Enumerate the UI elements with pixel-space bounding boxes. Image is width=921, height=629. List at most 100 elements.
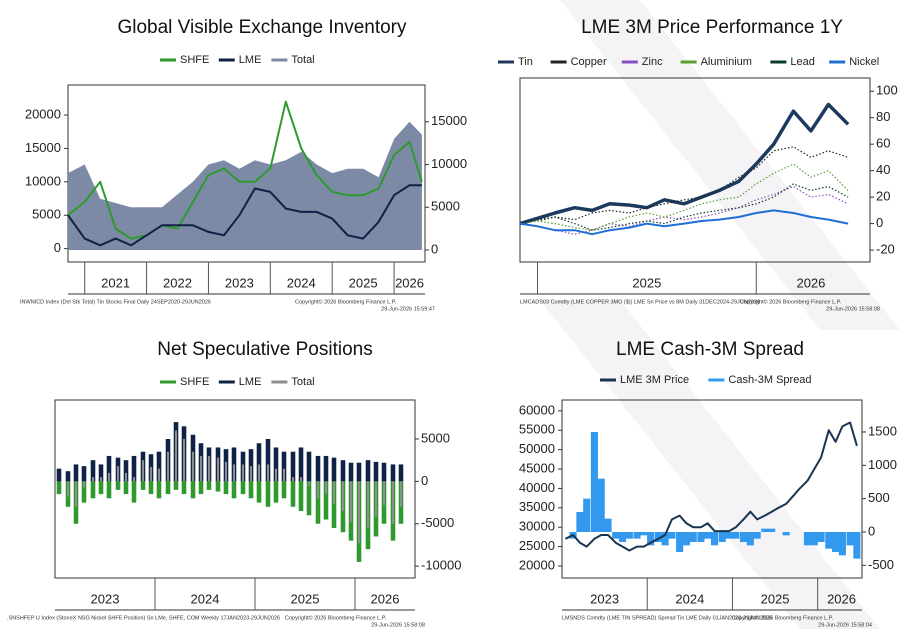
- y-tick-label: 30000: [519, 519, 555, 534]
- bar: [223, 481, 229, 495]
- x-tick-label: 2025: [349, 275, 378, 290]
- x-tick-label: 2024: [675, 591, 704, 606]
- bar: [224, 461, 228, 482]
- x-tick-label: 2024: [191, 591, 220, 606]
- bar: [697, 532, 705, 542]
- bar: [206, 481, 212, 490]
- bar: [597, 478, 605, 532]
- area: [68, 121, 422, 251]
- bar: [116, 466, 120, 482]
- bar: [331, 481, 337, 528]
- bar: [165, 481, 171, 495]
- footnote: 29-Jun-2026 15:58:08: [371, 622, 425, 628]
- bar: [711, 532, 719, 546]
- chart-title: LME Cash-3M Spread: [616, 339, 804, 360]
- bar: [265, 481, 271, 507]
- bar: [81, 481, 87, 503]
- bar: [91, 477, 95, 482]
- y-tick-label: 40: [876, 162, 890, 177]
- chart-title: LME 3M Price Performance 1Y: [581, 17, 843, 38]
- bar: [761, 528, 769, 532]
- x-tick-label: 2026: [371, 591, 400, 606]
- legend-label: LME: [239, 376, 262, 388]
- y-tick-label: 10000: [25, 173, 61, 188]
- plot-frame: [561, 399, 863, 579]
- legend-label: SHFE: [180, 376, 209, 388]
- bar: [331, 457, 337, 482]
- footnote: 29-Jun-2026 15:58:04: [818, 622, 872, 628]
- bar: [266, 464, 270, 482]
- bar: [166, 451, 170, 482]
- bar: [676, 532, 684, 552]
- bar: [256, 481, 262, 503]
- y-tick-label: 20: [876, 189, 890, 204]
- bar: [148, 481, 154, 495]
- footnote: 29-Jun-2026 15:59:47: [381, 306, 435, 312]
- bar: [123, 460, 129, 482]
- bar: [56, 481, 62, 495]
- bar: [846, 532, 854, 546]
- bar: [106, 455, 112, 482]
- bar: [746, 532, 754, 546]
- bar: [115, 481, 121, 490]
- bar: [173, 481, 179, 490]
- y-tick-label: 0: [876, 215, 883, 230]
- y2-tick-label: 10000: [431, 156, 467, 171]
- bar: [341, 481, 345, 512]
- bar: [182, 438, 186, 482]
- bar: [323, 481, 329, 520]
- y-tick-label: 0: [54, 240, 61, 255]
- legend-label: Zinc: [642, 56, 663, 68]
- bar: [273, 481, 279, 503]
- bar: [174, 430, 178, 482]
- y-tick-label: 60: [876, 136, 890, 151]
- y-tick-label: 5000: [32, 207, 61, 222]
- background-shape: [540, 300, 880, 629]
- legend-label: Aluminium: [701, 56, 752, 68]
- bar: [382, 481, 386, 506]
- bar: [306, 481, 312, 516]
- bar: [832, 532, 840, 552]
- bar: [107, 472, 111, 482]
- bar: [323, 455, 329, 482]
- footnote: .SNSHFEP U Index (StoneX NSG Nickel SHFE…: [7, 615, 280, 621]
- legend-label: LME 3M Price: [620, 374, 689, 386]
- bar: [298, 481, 304, 512]
- x-tick-label: 2025: [761, 591, 790, 606]
- bar: [390, 464, 396, 482]
- bar: [256, 443, 262, 482]
- bar: [74, 481, 78, 507]
- bar: [149, 466, 153, 482]
- bar: [366, 481, 370, 528]
- bar: [291, 477, 295, 482]
- bar: [298, 447, 304, 482]
- bar: [374, 481, 378, 517]
- legend-label: LME: [239, 54, 262, 66]
- bar: [65, 471, 71, 482]
- bar: [216, 457, 220, 482]
- x-tick-label: 2025: [291, 591, 320, 606]
- y-tick-label: 100: [876, 83, 898, 98]
- footnote: Copyright© 2026 Bloomberg Finance L.P.: [295, 298, 397, 305]
- bar: [82, 481, 86, 488]
- y-tick-label: -10000: [421, 558, 461, 573]
- bar: [157, 468, 161, 482]
- bar: [633, 532, 641, 539]
- plot-frame: [54, 399, 416, 579]
- legend-label: Nickel: [849, 56, 879, 68]
- bar: [198, 481, 204, 495]
- bar: [739, 532, 748, 542]
- bar: [249, 466, 253, 482]
- bar: [324, 481, 328, 495]
- legend-label: Copper: [571, 56, 607, 68]
- bar: [373, 461, 379, 482]
- bar: [817, 532, 825, 542]
- line: [519, 183, 849, 231]
- line: [519, 209, 849, 236]
- bar: [625, 532, 633, 539]
- bar: [131, 481, 137, 503]
- bar: [306, 451, 312, 482]
- bar: [56, 468, 62, 482]
- y2-tick-label: -500: [868, 557, 894, 572]
